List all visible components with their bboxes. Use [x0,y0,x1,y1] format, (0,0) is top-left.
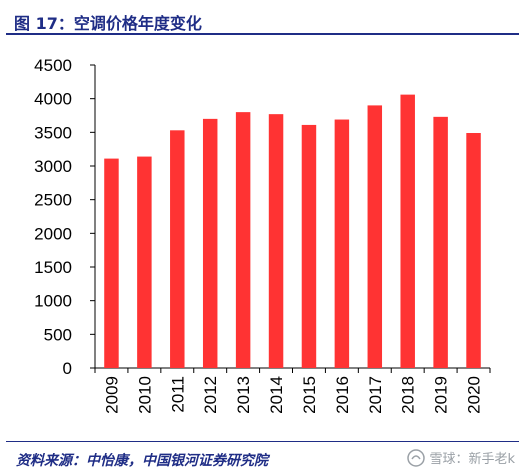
y-tick-label: 4500 [34,56,72,75]
x-tick-labels: 2009 2010 2011 2012 2013 2014 2015 2016 2017 2018… [102,376,483,414]
y-tick-label: 2000 [34,224,72,243]
y-tick-label: 2500 [34,191,72,210]
x-tick-label: 2015 [300,376,319,414]
bar-2014 [268,114,284,368]
x-tick-label: 2013 [234,376,253,414]
x-tick-label: 2010 [135,376,154,414]
y-axis: 0 500 1000 1500 2000 2500 3000 3500 4000 4500 [34,56,96,378]
bar-2015 [301,124,317,368]
y-tick-label: 3000 [34,157,72,176]
watermark: 雪球：新手老k [407,448,515,467]
snowball-logo-icon [407,448,426,467]
figure-title-row: 图 17：空调价格年度变化 [12,8,517,33]
y-tick-label: 1000 [34,292,72,311]
bar-2019 [433,116,448,368]
footer-divider [6,441,519,442]
y-tick-label: 3500 [34,123,72,142]
bar-2017 [367,105,383,369]
bar-2020 [466,133,481,368]
x-tick-label: 2019 [432,376,451,414]
watermark-text: 雪球：新手老k [429,452,515,467]
x-tick-label: 2011 [168,376,187,413]
bar-2011 [170,130,185,368]
bar-2010 [137,156,152,368]
bar-2012 [202,118,218,368]
x-tick-label: 2009 [102,376,121,414]
x-tick-label: 2020 [465,376,484,414]
source-note: 资料来源：中怡康，中国银河证券研究院 [16,453,268,469]
x-tick-label: 2016 [333,376,352,414]
x-axis [94,367,491,373]
bar-series [104,94,481,369]
title-divider [6,33,519,35]
bar-chart: 0 500 1000 1500 2000 2500 3000 3500 4000 4500 200… [34,56,491,414]
bar-2016 [334,119,350,368]
figure-title: 图 17：空调价格年度变化 [14,14,202,33]
x-tick-label: 2017 [366,376,385,414]
bar-2018 [400,94,415,369]
y-tick-label: 500 [44,325,72,344]
bar-2009 [104,158,119,368]
y-tick-label: 4000 [34,90,72,109]
x-tick-label: 2012 [201,376,220,414]
y-tick-label: 0 [63,359,72,378]
bar-2013 [235,112,251,368]
y-tick-label: 1500 [34,258,72,277]
x-tick-label: 2018 [399,376,418,414]
x-tick-label: 2014 [267,376,286,414]
